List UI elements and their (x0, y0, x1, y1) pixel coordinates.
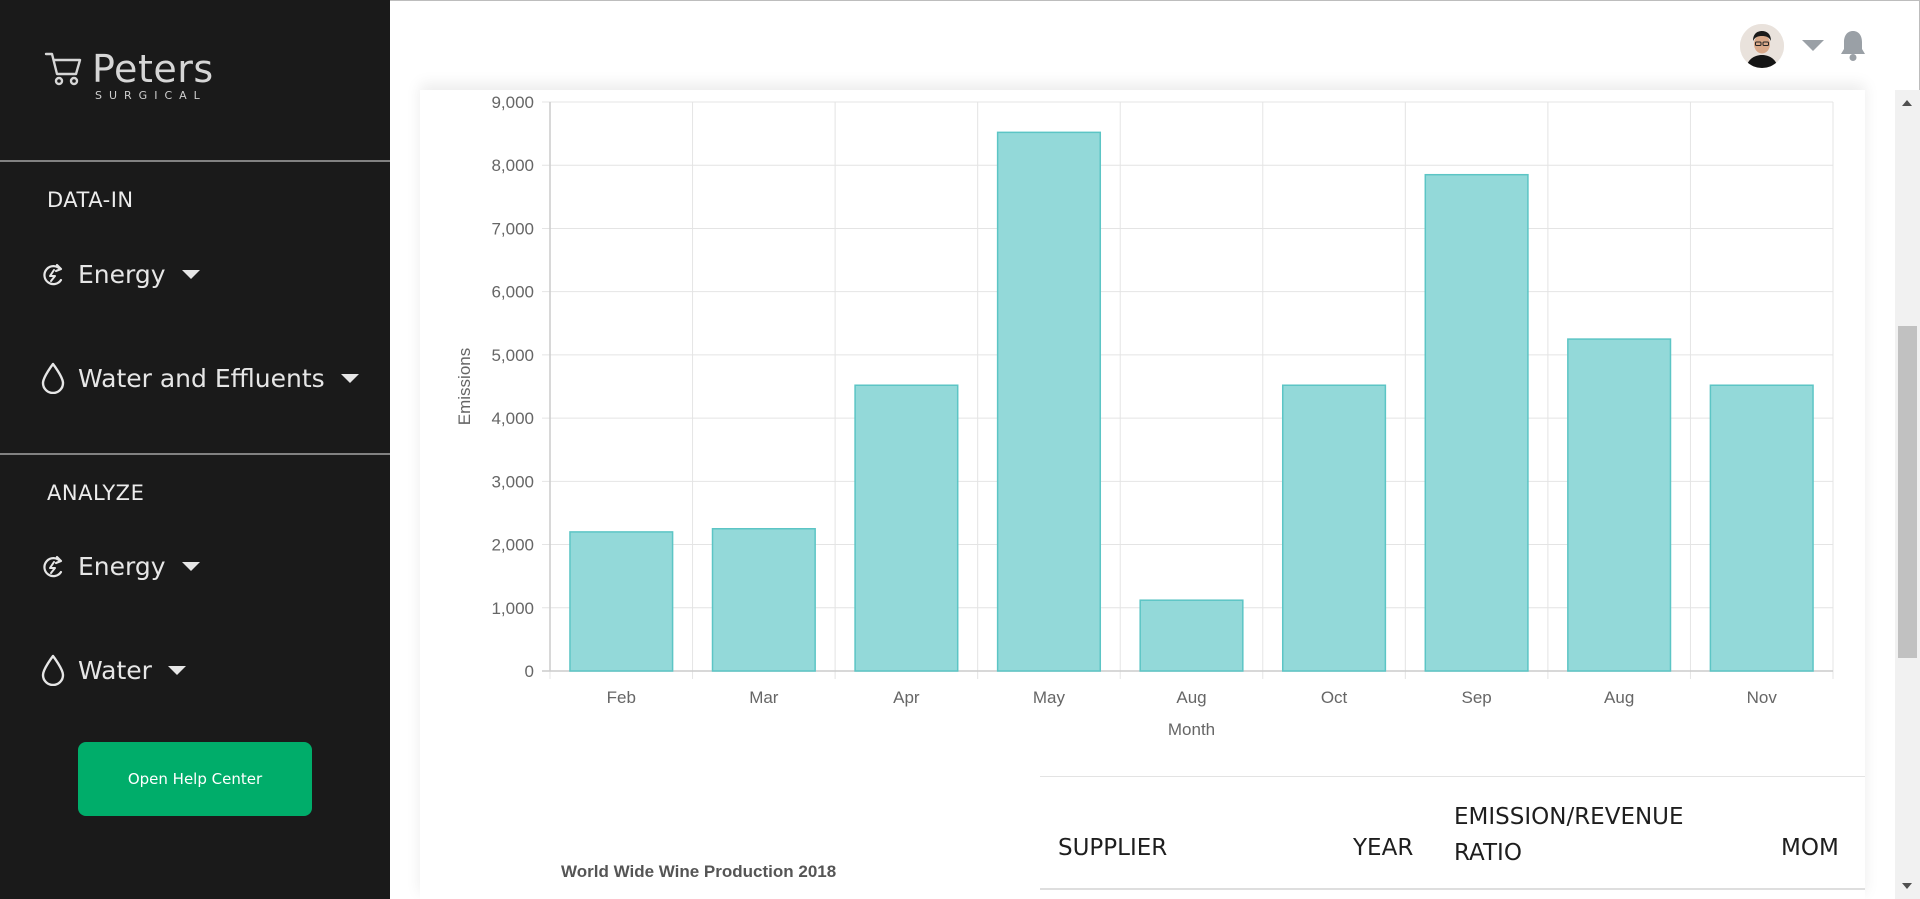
y-tick-label: 1,000 (491, 599, 534, 618)
sidebar: Peters SURGICAL DATA-IN Energy Water and… (0, 0, 390, 899)
y-axis-title: Emissions (455, 348, 474, 425)
brand-name: Peters (92, 47, 214, 91)
y-tick-label: 4,000 (491, 409, 534, 428)
column-header-mom[interactable]: MOM (1781, 835, 1839, 861)
nav-label: Energy (78, 260, 166, 289)
section-title-data-in: DATA-IN (47, 188, 134, 212)
y-tick-label: 2,000 (491, 536, 534, 555)
top-bar (390, 0, 1920, 91)
y-tick-label: 6,000 (491, 283, 534, 302)
bar (711, 528, 816, 672)
nav-label: Energy (78, 552, 166, 581)
divider (0, 453, 390, 455)
column-header-emission-revenue-ratio[interactable]: EMISSION/REVENUE RATIO (1454, 799, 1684, 871)
energy-icon (43, 263, 63, 285)
bar (1281, 384, 1387, 672)
brand-logo[interactable]: Peters SURGICAL (44, 44, 344, 104)
bar (1424, 173, 1529, 672)
scroll-up-arrow-icon[interactable] (1902, 100, 1912, 106)
x-tick-label: Sep (1461, 688, 1491, 707)
y-tick-label: 9,000 (491, 93, 534, 112)
nav-label: Water (78, 655, 152, 685)
chevron-down-icon (181, 562, 200, 571)
x-tick-label: Aug (1176, 688, 1206, 707)
energy-icon (43, 555, 63, 577)
x-tick-label: May (1033, 688, 1066, 707)
water-drop-icon (41, 654, 65, 686)
bar (996, 131, 1102, 672)
open-help-center-button[interactable]: Open Help Center (78, 742, 312, 816)
nav-label: Water and Effluents (78, 363, 325, 393)
x-tick-label: Feb (607, 688, 636, 707)
bell-icon[interactable] (1838, 28, 1868, 62)
y-tick-label: 5,000 (491, 346, 534, 365)
y-tick-label: 3,000 (491, 472, 534, 491)
chevron-down-icon (340, 373, 359, 383)
x-tick-label: Aug (1604, 688, 1634, 707)
user-avatar[interactable] (1740, 24, 1784, 68)
avatar-image (1740, 24, 1784, 68)
y-tick-label: 8,000 (491, 156, 534, 175)
bar (1139, 599, 1244, 672)
x-tick-label: Nov (1747, 688, 1778, 707)
x-axis-title: Month (1168, 720, 1215, 739)
chevron-down-icon (167, 665, 186, 675)
divider (0, 160, 390, 162)
x-tick-label: Oct (1321, 688, 1348, 707)
supplier-table-header: SUPPLIER YEAR EMISSION/REVENUE RATIO MOM (1040, 776, 1865, 890)
nav-analyze-energy[interactable]: Energy (40, 552, 200, 581)
scrollbar[interactable] (1895, 90, 1920, 899)
nav-data-in-water-effluents[interactable]: Water and Effluents (40, 362, 359, 394)
chevron-down-icon (181, 270, 200, 279)
bar (569, 531, 674, 672)
brand-subtitle: SURGICAL (95, 89, 207, 102)
nav-data-in-energy[interactable]: Energy (40, 260, 200, 289)
chart-caption: World Wide Wine Production 2018 (561, 862, 837, 881)
y-tick-label: 0 (525, 662, 534, 681)
bar (1567, 338, 1672, 672)
bar (1709, 384, 1814, 672)
column-header-supplier[interactable]: SUPPLIER (1058, 835, 1168, 861)
scroll-down-arrow-icon[interactable] (1902, 883, 1912, 889)
chevron-down-icon[interactable] (1802, 40, 1824, 51)
bar (854, 384, 959, 672)
x-tick-label: Apr (893, 688, 920, 707)
emissions-bar-chart: 0 1,000 2,000 3,000 4,000 5,000 6,000 7,000 8,00… (455, 93, 1834, 739)
water-drop-icon (41, 362, 65, 394)
section-title-analyze: ANALYZE (47, 481, 145, 505)
nav-analyze-water[interactable]: Water (40, 654, 186, 686)
header-line: RATIO (1454, 840, 1522, 866)
x-tick-label: Mar (749, 688, 779, 707)
header-line: EMISSION/REVENUE (1454, 804, 1684, 830)
cart-icon (44, 52, 82, 86)
y-tick-label: 7,000 (491, 219, 534, 238)
scroll-thumb[interactable] (1898, 326, 1917, 658)
column-header-year[interactable]: YEAR (1353, 835, 1414, 861)
